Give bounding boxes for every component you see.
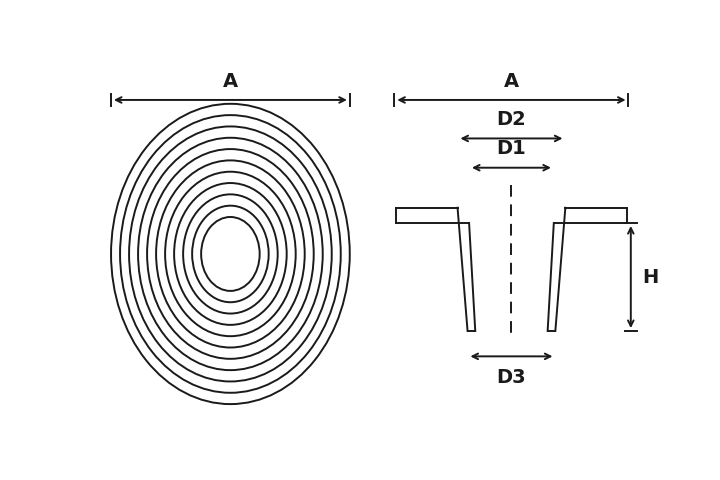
Text: D1: D1 [497, 140, 526, 158]
Text: A: A [504, 72, 519, 91]
Text: D3: D3 [497, 368, 526, 387]
Text: H: H [642, 267, 659, 287]
Text: D2: D2 [497, 110, 526, 129]
Text: A: A [222, 72, 238, 91]
